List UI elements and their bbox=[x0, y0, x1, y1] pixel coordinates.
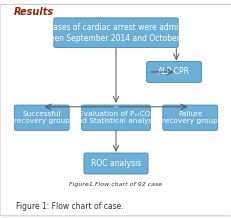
FancyBboxPatch shape bbox=[146, 61, 201, 82]
FancyBboxPatch shape bbox=[81, 105, 150, 130]
Text: Failure
recovery group: Failure recovery group bbox=[162, 111, 217, 124]
Text: Successful
recovery group: Successful recovery group bbox=[14, 111, 69, 124]
Text: Figure 1: Flow chart of case.: Figure 1: Flow chart of case. bbox=[16, 201, 123, 211]
FancyBboxPatch shape bbox=[162, 105, 217, 130]
Text: ALP-CPR: ALP-CPR bbox=[157, 67, 189, 77]
FancyBboxPatch shape bbox=[14, 105, 69, 130]
Text: ROC analysis: ROC analysis bbox=[91, 159, 140, 168]
Text: Evaluation of PₑₜCO₂
and Statistical analysis: Evaluation of PₑₜCO₂ and Statistical ana… bbox=[73, 111, 158, 124]
Text: 92 cases of cardiac arrest were admitted
between September 2014 and October 2016: 92 cases of cardiac arrest were admitted… bbox=[31, 23, 200, 43]
Text: Results: Results bbox=[14, 7, 54, 17]
FancyBboxPatch shape bbox=[54, 18, 177, 48]
Text: Figure1.Flow chart of 92 case: Figure1.Flow chart of 92 case bbox=[69, 182, 162, 187]
FancyBboxPatch shape bbox=[0, 4, 231, 216]
FancyBboxPatch shape bbox=[84, 153, 147, 174]
